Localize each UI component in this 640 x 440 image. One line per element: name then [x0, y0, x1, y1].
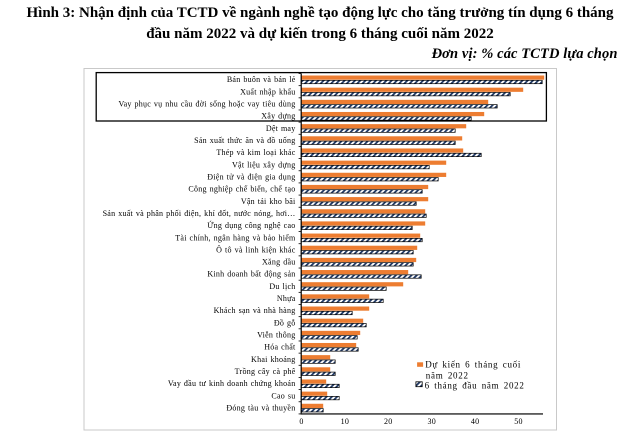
svg-text:50: 50 — [514, 417, 523, 426]
svg-text:Xây dựng: Xây dựng — [261, 112, 295, 121]
svg-text:Nhựa: Nhựa — [277, 294, 296, 303]
svg-text:Xuất nhập khẩu: Xuất nhập khẩu — [240, 87, 295, 96]
svg-text:Dự kiến 6 tháng cuối: Dự kiến 6 tháng cuối — [425, 360, 521, 370]
svg-text:0: 0 — [299, 417, 303, 426]
svg-text:Cao su: Cao su — [271, 391, 295, 400]
svg-text:Vật liệu xây dựng: Vật liệu xây dựng — [232, 160, 295, 169]
svg-text:Du lịch: Du lịch — [269, 282, 295, 291]
svg-text:năm 2022: năm 2022 — [426, 370, 469, 380]
svg-text:Vận tải kho bãi: Vận tải kho bãi — [241, 197, 296, 206]
svg-text:Tài chính, ngân hàng và bảo hi: Tài chính, ngân hàng và bảo hiểm — [175, 233, 296, 242]
svg-text:Vay đầu tư kinh doanh chứng kh: Vay đầu tư kinh doanh chứng khoán — [168, 379, 296, 388]
svg-text:Dệt may: Dệt may — [266, 124, 296, 133]
svg-text:Ô tô và linh kiện khác: Ô tô và linh kiện khác — [216, 244, 296, 254]
svg-text:Điện tử và điện gia dụng: Điện tử và điện gia dụng — [207, 172, 295, 181]
svg-text:Hóa chất: Hóa chất — [264, 343, 296, 352]
svg-text:Đồ gỗ: Đồ gỗ — [274, 318, 296, 327]
svg-text:Xăng dầu: Xăng dầu — [262, 258, 295, 267]
svg-text:Viễn thông: Viễn thông — [257, 331, 295, 340]
svg-text:30: 30 — [427, 417, 436, 426]
svg-text:Kinh doanh bất động sản: Kinh doanh bất động sản — [207, 270, 295, 279]
svg-text:Bán buôn và bán lẻ: Bán buôn và bán lẻ — [227, 75, 296, 84]
svg-text:Sản xuất và phân phối điện, kh: Sản xuất và phân phối điện, khí đốt, nướ… — [103, 209, 296, 218]
svg-text:Vay phục vụ nhu cầu đời sống h: Vay phục vụ nhu cầu đời sống hoặc vay ti… — [118, 100, 295, 109]
svg-text:10: 10 — [341, 417, 350, 426]
svg-text:20: 20 — [384, 417, 393, 426]
svg-text:Khai khoáng: Khai khoáng — [251, 355, 295, 364]
svg-text:40: 40 — [471, 417, 480, 426]
svg-text:6 tháng đầu năm 2022: 6 tháng đầu năm 2022 — [425, 381, 525, 391]
svg-text:Thép và kim loại khác: Thép và kim loại khác — [216, 148, 295, 157]
svg-text:Khách sạn và nhà hàng: Khách sạn và nhà hàng — [214, 306, 296, 315]
svg-text:Ứng dụng công nghệ cao: Ứng dụng công nghệ cao — [207, 220, 295, 230]
svg-text:Sản xuất thức ăn và đồ uống: Sản xuất thức ăn và đồ uống — [194, 136, 295, 145]
svg-text:Trồng cây cà phê: Trồng cây cà phê — [235, 367, 296, 376]
svg-text:Đóng tàu và thuyền: Đóng tàu và thuyền — [226, 403, 295, 412]
svg-text:Công nghiệp chế biến, chế tạo: Công nghiệp chế biến, chế tạo — [188, 185, 295, 194]
